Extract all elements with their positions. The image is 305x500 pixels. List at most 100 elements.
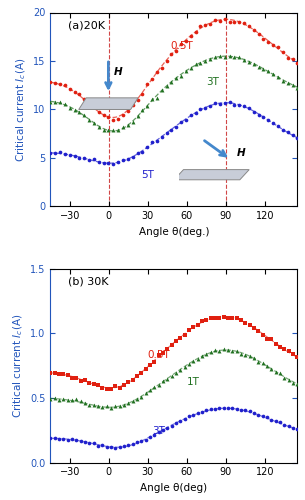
Point bbox=[226, 346, 231, 354]
Point bbox=[117, 443, 122, 451]
Point bbox=[193, 110, 198, 118]
Point bbox=[290, 131, 295, 139]
Point bbox=[101, 126, 106, 134]
Point bbox=[204, 406, 209, 414]
Point bbox=[150, 95, 155, 103]
Point bbox=[63, 80, 67, 88]
Point bbox=[275, 122, 280, 130]
Point bbox=[195, 354, 200, 362]
Point bbox=[256, 326, 261, 334]
Point bbox=[188, 112, 193, 120]
Point bbox=[96, 158, 101, 166]
X-axis label: Angle θ(deg): Angle θ(deg) bbox=[140, 483, 207, 493]
Y-axis label: Critical current $I_c$(A): Critical current $I_c$(A) bbox=[11, 314, 24, 418]
Point bbox=[232, 18, 237, 26]
Point bbox=[101, 158, 106, 166]
Point bbox=[217, 404, 222, 412]
Point bbox=[247, 352, 252, 360]
Point bbox=[95, 442, 100, 450]
Point bbox=[280, 126, 285, 134]
Point bbox=[243, 318, 248, 326]
Point bbox=[269, 416, 274, 424]
Point bbox=[120, 110, 125, 118]
Point bbox=[135, 395, 139, 403]
Point bbox=[95, 381, 100, 389]
Point bbox=[122, 381, 127, 389]
Point bbox=[226, 404, 231, 412]
Point bbox=[74, 395, 79, 403]
Point bbox=[122, 442, 127, 450]
Point bbox=[295, 354, 300, 362]
Point bbox=[92, 119, 96, 127]
Point bbox=[58, 80, 63, 88]
Point bbox=[56, 434, 61, 442]
Point bbox=[78, 437, 83, 445]
Point bbox=[182, 414, 187, 422]
Point bbox=[113, 382, 118, 390]
Point bbox=[271, 42, 276, 50]
Point bbox=[256, 111, 261, 119]
Point bbox=[148, 433, 152, 441]
Point bbox=[70, 396, 74, 404]
Point bbox=[237, 53, 242, 61]
Point bbox=[53, 98, 58, 106]
Point bbox=[213, 100, 217, 108]
Point bbox=[221, 344, 226, 352]
Point bbox=[191, 324, 196, 332]
Point bbox=[72, 106, 77, 114]
Point bbox=[203, 57, 208, 65]
Point bbox=[187, 326, 192, 334]
Point bbox=[65, 436, 70, 444]
Point bbox=[111, 126, 116, 134]
Point bbox=[100, 384, 105, 392]
Point bbox=[159, 64, 164, 72]
Point bbox=[295, 134, 300, 142]
Point bbox=[61, 370, 66, 378]
Point bbox=[188, 64, 193, 72]
Point bbox=[239, 406, 243, 413]
Point bbox=[187, 412, 192, 420]
Point bbox=[239, 316, 243, 324]
Point bbox=[243, 406, 248, 413]
Point bbox=[195, 322, 200, 330]
Point bbox=[275, 44, 280, 52]
Point bbox=[96, 108, 101, 116]
Point bbox=[100, 403, 105, 411]
Point bbox=[152, 358, 157, 366]
Text: 1T: 1T bbox=[187, 378, 200, 388]
Point bbox=[266, 38, 271, 46]
Point bbox=[278, 343, 282, 351]
Point bbox=[217, 18, 222, 25]
Point bbox=[282, 374, 287, 382]
Point bbox=[198, 105, 203, 113]
Point bbox=[56, 370, 61, 378]
Point bbox=[83, 438, 88, 446]
Point bbox=[160, 377, 165, 385]
Point bbox=[256, 64, 261, 72]
Point bbox=[56, 396, 61, 404]
Point bbox=[77, 90, 82, 98]
Point bbox=[242, 56, 246, 64]
Point bbox=[169, 78, 174, 86]
Point bbox=[104, 384, 109, 392]
Point bbox=[169, 342, 174, 349]
Text: (a)20K: (a)20K bbox=[68, 20, 105, 30]
Point bbox=[111, 116, 116, 124]
Point bbox=[291, 424, 296, 432]
Point bbox=[217, 347, 222, 355]
Point bbox=[237, 100, 242, 108]
Point bbox=[140, 90, 145, 98]
Point bbox=[150, 75, 155, 83]
Point bbox=[106, 159, 111, 167]
Point bbox=[117, 402, 122, 410]
Point bbox=[130, 154, 135, 162]
Point bbox=[165, 424, 170, 432]
Point bbox=[208, 405, 213, 413]
Point bbox=[130, 440, 135, 448]
Point bbox=[290, 55, 295, 63]
Point bbox=[48, 396, 53, 404]
Point bbox=[285, 54, 290, 62]
Point bbox=[234, 404, 239, 412]
Point bbox=[77, 154, 82, 162]
Point bbox=[273, 418, 278, 426]
